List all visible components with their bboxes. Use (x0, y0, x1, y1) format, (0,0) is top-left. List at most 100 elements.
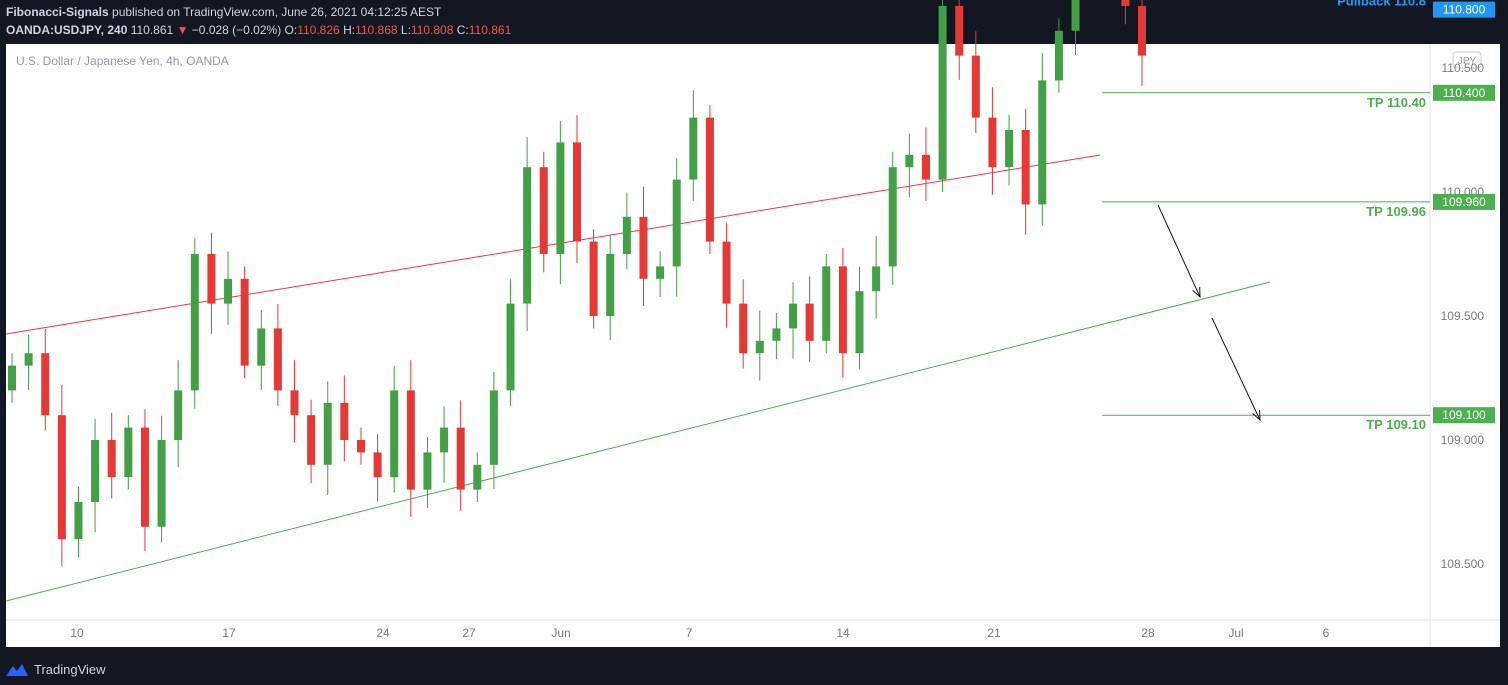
candle (473, 452, 482, 502)
candle-body (672, 179, 681, 267)
candle-body (257, 328, 266, 366)
candle (423, 437, 432, 508)
candle-body (1021, 130, 1030, 205)
candle-body (74, 502, 83, 540)
candle (290, 360, 299, 443)
candle-body (689, 117, 698, 180)
x-tick-label: 14 (836, 626, 850, 640)
x-tick-label: Jun (551, 626, 570, 640)
candle (905, 133, 914, 198)
candle-body (722, 241, 731, 304)
candle-body (1071, 0, 1080, 31)
level-price-value: 109.100 (1442, 408, 1486, 422)
change-down-icon: ▼ (176, 23, 189, 37)
candle-body (523, 167, 532, 304)
candle (91, 418, 100, 533)
candle (257, 310, 266, 390)
candle-body (356, 440, 365, 453)
candle-body (805, 303, 814, 341)
arrow-shaft (1157, 204, 1201, 298)
x-tick-label: 21 (987, 626, 1001, 640)
candle-body (489, 390, 498, 465)
candle-body (838, 266, 847, 354)
candle (606, 235, 615, 341)
y-axis-ticks: 108.000108.500109.000109.500110.000110.5… (1441, 61, 1485, 571)
candle (124, 415, 133, 490)
x-tick-label: 24 (376, 626, 390, 640)
plot-area[interactable] (6, 44, 1430, 647)
candle-body (855, 291, 864, 354)
candle-body (456, 427, 465, 490)
candle-body (273, 328, 282, 391)
candle (722, 223, 731, 328)
level-label: TP 110.40 (1367, 95, 1426, 110)
x-tick-label: 28 (1141, 626, 1155, 640)
candle (573, 115, 581, 263)
candle (307, 399, 316, 484)
candle (390, 366, 399, 493)
level-label: Pullback 110.8 (1337, 0, 1426, 9)
candle-body (473, 464, 482, 490)
candle-body (323, 402, 332, 465)
candle-body (406, 390, 415, 490)
candle-body (506, 303, 515, 391)
arrow-shaft (1211, 317, 1261, 421)
arrow-head (1252, 409, 1261, 422)
level-price-value: 110.800 (1443, 3, 1486, 17)
tradingview-logo-icon (6, 663, 28, 676)
candle (74, 486, 83, 558)
candle-body (24, 353, 33, 366)
candle-body (240, 278, 249, 366)
candle (456, 400, 465, 511)
candle (888, 151, 897, 285)
candle-body (971, 55, 980, 118)
candle (1005, 114, 1014, 186)
candle (955, 0, 964, 80)
candle-body (8, 365, 16, 391)
candle (406, 360, 415, 517)
x-tick-label: 7 (686, 626, 693, 640)
candle-body (556, 142, 565, 254)
candle-body (57, 415, 66, 540)
price-scale[interactable] (1430, 44, 1500, 647)
candle-body (1005, 130, 1014, 168)
level-label: TP 109.96 (1366, 204, 1426, 219)
candle-body (872, 266, 881, 292)
candle (1038, 53, 1047, 226)
candle (107, 412, 116, 499)
candle-body (373, 452, 382, 478)
candle (755, 310, 764, 381)
candle-body (938, 6, 947, 180)
candle-body (224, 278, 233, 304)
candle-body (190, 254, 199, 391)
chart-legend: U.S. Dollar / Japanese Yen, 4h, OANDA (16, 54, 229, 68)
level-price-value: 110.400 (1443, 86, 1486, 100)
x-tick-label: 6 (1323, 626, 1330, 640)
projection-arrows (1157, 204, 1261, 422)
candle (207, 232, 216, 334)
candle (971, 31, 980, 133)
symbol-info: OANDA:USDJPY, 240 110.861 ▼ −0.028 (−0.0… (6, 23, 511, 37)
candle (822, 254, 831, 354)
y-tick-label: 109.000 (1441, 433, 1485, 447)
x-tick-label: 10 (70, 626, 84, 640)
publish-info: Fibonacci-Signals published on TradingVi… (6, 5, 441, 19)
candle (672, 158, 681, 297)
projection-arrow (1157, 204, 1201, 299)
x-axis-ticks: 10 17 24 27 Jun 7 14 21 28 Jul 6 (70, 626, 1329, 640)
candle (1138, 0, 1146, 86)
candle (373, 434, 382, 502)
published-text: published on TradingView.com, June 26, 2… (112, 5, 442, 19)
x-tick-label: Jul (1228, 626, 1243, 640)
candle-body (606, 254, 615, 316)
candle (855, 266, 864, 369)
candle (174, 360, 183, 468)
candle-body (539, 167, 548, 254)
candle-body (921, 154, 930, 180)
candle-body (124, 427, 133, 478)
candle-body (772, 328, 781, 341)
price-chart[interactable]: U.S. Dollar / Japanese Yen, 4h, OANDA JP… (0, 0, 1508, 650)
candle-body (705, 117, 714, 242)
candle-body (1138, 6, 1146, 56)
candle-body (157, 440, 166, 527)
